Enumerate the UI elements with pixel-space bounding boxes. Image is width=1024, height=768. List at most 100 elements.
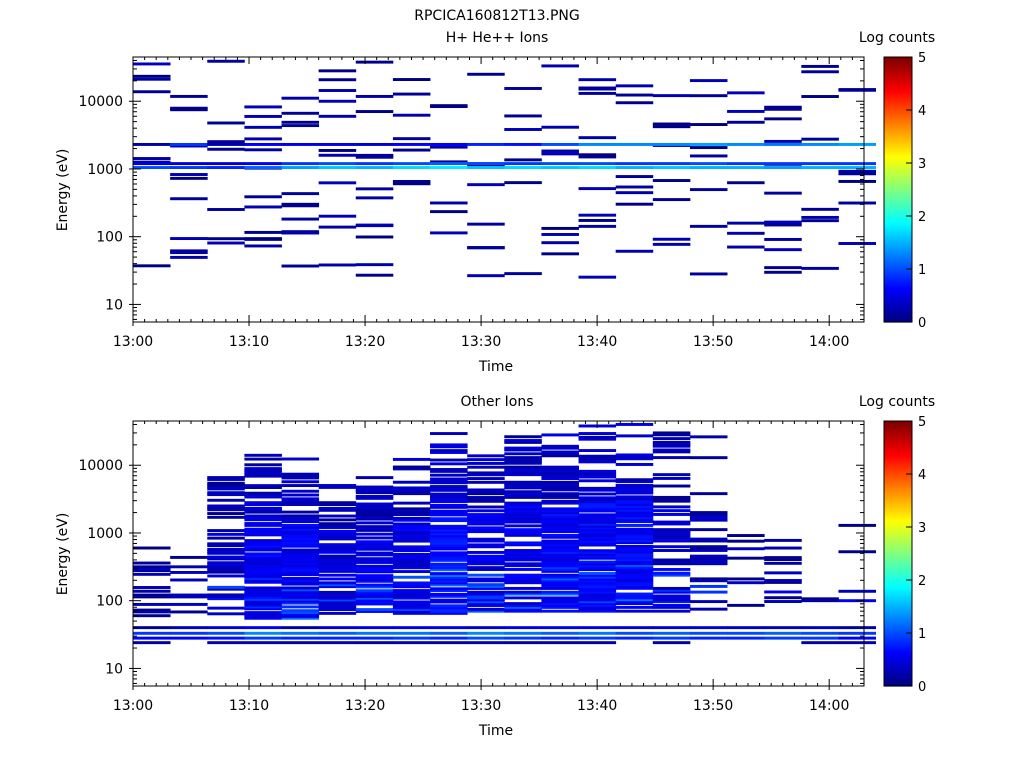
spectrogram-cell (652, 476, 691, 480)
spectrogram-cell (244, 467, 282, 471)
spectrogram-cell (541, 433, 579, 437)
spectrogram-cell (615, 518, 654, 522)
spectrogram-cell (801, 636, 839, 640)
spectrogram-cell (652, 533, 691, 537)
y-axis: 10 100 1000 10000 (78, 423, 864, 684)
spectrogram-cell (318, 604, 357, 608)
spectrogram-cell (578, 585, 617, 589)
spectrogram-cell (170, 142, 208, 146)
spectrogram-cell (281, 590, 320, 594)
spectrogram-cell (541, 528, 579, 532)
spectrogram-cell (615, 631, 654, 635)
spectrogram-cell (430, 462, 468, 466)
spectrogram-cell (318, 592, 357, 596)
spectrogram-cell (392, 492, 431, 496)
colorbar-swatch (884, 282, 912, 286)
colorbar-label: Log counts (859, 394, 935, 410)
x-tick-label: 13:10 (229, 334, 269, 350)
spectrogram-cell (578, 583, 617, 587)
spectrogram-cell (578, 505, 617, 509)
colorbar-swatch (884, 189, 912, 193)
spectrogram-cell (467, 604, 505, 607)
colorbar-swatch (884, 637, 912, 641)
spectrogram-cell (467, 573, 505, 577)
spectrogram-cell (615, 185, 654, 189)
spectrogram-cell (244, 539, 282, 543)
spectrogram-cell (430, 592, 468, 596)
spectrogram-cell (578, 536, 617, 539)
spectrogram-cell (504, 128, 542, 131)
spectrogram-cell (541, 543, 579, 547)
spectrogram-cell (652, 588, 691, 592)
spectrogram-cell (838, 162, 876, 166)
spectrogram-cell (541, 471, 579, 475)
colorbar-swatch (884, 266, 912, 270)
spectrogram-cell (170, 173, 208, 176)
spectrogram-cell (430, 581, 468, 585)
spectrogram-cell (355, 142, 394, 146)
spectrogram-cell (652, 522, 691, 526)
spectrogram-cell (281, 499, 320, 503)
spectrogram-cell (467, 631, 505, 635)
spectrogram-cell (392, 552, 431, 556)
spectrogram-cell (281, 497, 320, 501)
spectrogram-cell (689, 528, 728, 532)
spectrogram-cell (318, 148, 357, 152)
spectrogram-cell (467, 554, 505, 558)
spectrogram-cell (207, 476, 245, 480)
spectrogram-cell (467, 509, 505, 513)
spectrogram-cell (467, 183, 505, 187)
spectrogram-cell (541, 494, 579, 498)
spectrogram-cell (578, 539, 617, 543)
spectrogram-cell (392, 142, 431, 146)
colorbar-swatch (884, 429, 912, 433)
spectrogram-cell (392, 631, 431, 635)
colorbar-swatch (884, 293, 912, 297)
spectrogram-cell (318, 114, 357, 118)
spectrogram-cell (355, 545, 394, 549)
spectrogram-cell (281, 533, 320, 537)
spectrogram-cell (578, 496, 617, 500)
spectrogram-cell (504, 514, 542, 518)
spectrogram-cell (838, 172, 876, 176)
spectrogram-cell (318, 608, 357, 612)
colorbar-tick-label: 4 (918, 468, 926, 483)
spectrogram-cell (281, 641, 320, 645)
spectrogram-cell (355, 517, 394, 521)
spectrogram-cell (615, 516, 654, 520)
spectrogram-cell (541, 473, 579, 477)
colorbar-swatch (884, 575, 912, 579)
spectrogram-cell (541, 511, 579, 515)
colorbar-swatch (884, 207, 912, 210)
spectrogram-cell (207, 166, 245, 169)
spectrogram-cell (207, 557, 245, 561)
spectrogram-cell (244, 559, 282, 563)
spectrogram-cell (318, 526, 357, 529)
spectrogram-cell (318, 596, 357, 600)
spectrogram-cell (578, 537, 617, 541)
spectrogram-cell (244, 508, 282, 512)
spectrogram-cell (281, 592, 320, 596)
spectrogram-cell (467, 636, 505, 640)
spectrogram-cell (467, 274, 505, 278)
spectrogram-cell (652, 539, 691, 543)
spectrogram-cell (541, 446, 579, 450)
spectrogram-cell (504, 505, 542, 509)
spectrogram-cell (133, 90, 171, 94)
spectrogram-cell (764, 237, 802, 241)
spectrogram-cell (207, 481, 245, 485)
spectrogram-cell (392, 511, 431, 515)
spectrogram-cell (615, 548, 654, 552)
spectrogram-cell (318, 503, 357, 507)
spectrogram-cell (467, 520, 505, 524)
spectrogram-cell (392, 594, 431, 598)
spectrogram-cell (764, 270, 802, 274)
spectrogram-cell (244, 554, 282, 558)
spectrogram-cell (727, 636, 765, 640)
spectrogram-cell (467, 514, 505, 518)
spectrogram-cell (727, 603, 765, 607)
colorbar-swatch (884, 469, 912, 473)
spectrogram-cell (281, 548, 320, 552)
spectrogram-cell (207, 595, 245, 599)
spectrogram-cell (764, 538, 802, 542)
